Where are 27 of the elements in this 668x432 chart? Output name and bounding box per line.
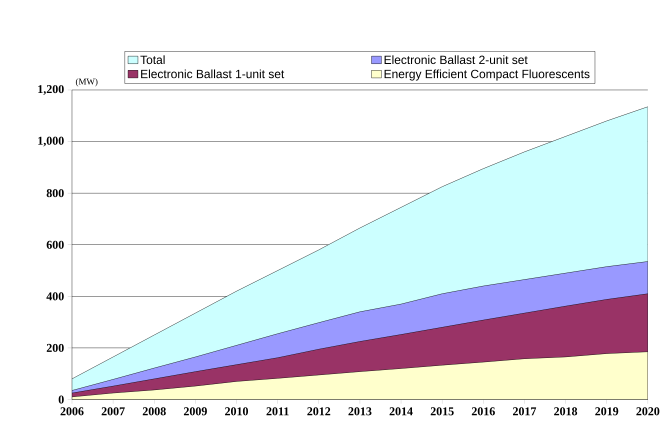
x-tick-label: 2011 [266,407,289,416]
x-tick-label: 2009 [184,407,207,416]
y-tick-label: 600 [46,240,64,249]
legend-label: Electronic Ballast 2-unit set [384,55,528,64]
x-tick-label: 2010 [225,407,248,416]
legend-label: Electronic Ballast 1-unit set [141,69,284,78]
y-tick-label: 0 [58,396,64,404]
y-tick-label: 1,000 [38,136,64,146]
x-tick-label: 2016 [472,407,495,416]
y-tick-label: 200 [46,344,64,352]
x-tick-label: 2020 [636,407,660,416]
x-tick-label: 2006 [60,407,84,416]
y-tick-label: 400 [46,292,64,300]
x-tick-label: 2013 [348,407,372,416]
x-tick-label: 2017 [512,407,536,416]
x-tick-label: 2018 [554,407,578,416]
legend-label: Energy Efficient Compact Fluorescents [384,69,590,81]
x-tick-label: 2012 [307,407,330,416]
x-tick-label: 2007 [102,407,125,416]
y-tick-label: 1,200 [38,85,64,95]
y-tick-label: 800 [46,189,64,198]
x-tick-label: 2008 [142,407,166,416]
legend-label: Total [140,55,165,64]
y-axis-title: (MW) [76,78,98,86]
x-tick-label: 2015 [430,407,454,416]
x-tick-label: 2014 [390,407,413,416]
x-tick-label: 2019 [595,407,618,416]
